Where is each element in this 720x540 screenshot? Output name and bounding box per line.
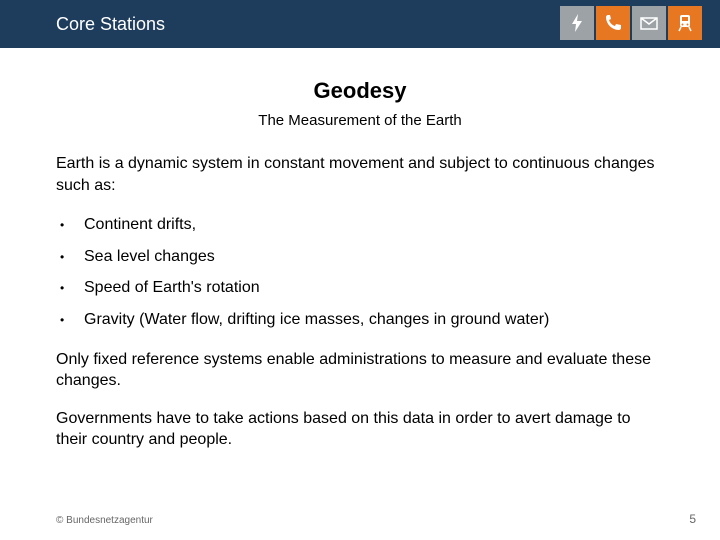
list-item: Sea level changes xyxy=(56,246,664,268)
page-subtitle: The Measurement of the Earth xyxy=(56,112,664,129)
phone-icon xyxy=(596,6,630,40)
list-item: Speed of Earth's rotation xyxy=(56,277,664,299)
list-item: Gravity (Water flow, drifting ice masses… xyxy=(56,309,664,331)
footer: © Bundesnetzagentur 5 xyxy=(56,512,696,526)
icon-strip xyxy=(560,6,702,40)
paragraph: Only fixed reference systems enable admi… xyxy=(56,349,664,392)
bullet-list: Continent drifts, Sea level changes Spee… xyxy=(56,214,664,330)
electricity-icon xyxy=(560,6,594,40)
intro-text: Earth is a dynamic system in constant mo… xyxy=(56,153,664,196)
mail-icon xyxy=(632,6,666,40)
paragraph: Governments have to take actions based o… xyxy=(56,408,664,451)
header-title: Core Stations xyxy=(56,14,165,35)
copyright-text: © Bundesnetzagentur xyxy=(56,515,153,526)
header-bar: Core Stations xyxy=(0,0,720,48)
page-title: Geodesy xyxy=(56,78,664,104)
content-area: Geodesy The Measurement of the Earth Ear… xyxy=(0,48,720,451)
list-item: Continent drifts, xyxy=(56,214,664,236)
page-number: 5 xyxy=(689,512,696,526)
rail-icon xyxy=(668,6,702,40)
